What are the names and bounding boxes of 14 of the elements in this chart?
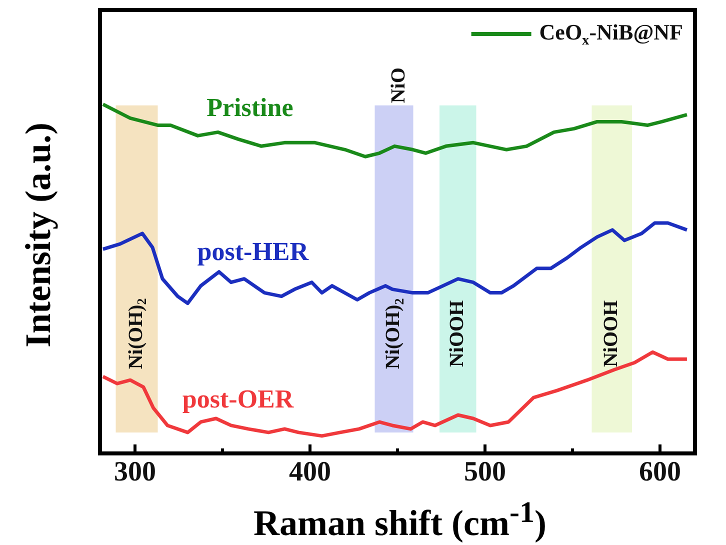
band-label: NiOOH <box>600 300 622 368</box>
band-label: Ni(OH)2 <box>382 298 406 370</box>
band-label: NiOOH <box>446 300 468 368</box>
y-axis-title: Intensity (a.u.) <box>17 122 59 348</box>
x-tick-label: 600 <box>639 456 681 488</box>
x-tick-label: 400 <box>289 456 331 488</box>
annotation: Pristine <box>206 93 294 122</box>
text: NiO <box>387 68 410 104</box>
x-tick-label: 300 <box>114 456 156 488</box>
band-label: Ni(OH)2 <box>124 298 150 370</box>
annotation: post-HER <box>197 237 309 266</box>
x-axis-title: Raman shift (cm$^{-1}$) <box>254 496 546 544</box>
annotation: post-OER <box>182 384 294 414</box>
x-tick-label: 500 <box>464 456 506 488</box>
